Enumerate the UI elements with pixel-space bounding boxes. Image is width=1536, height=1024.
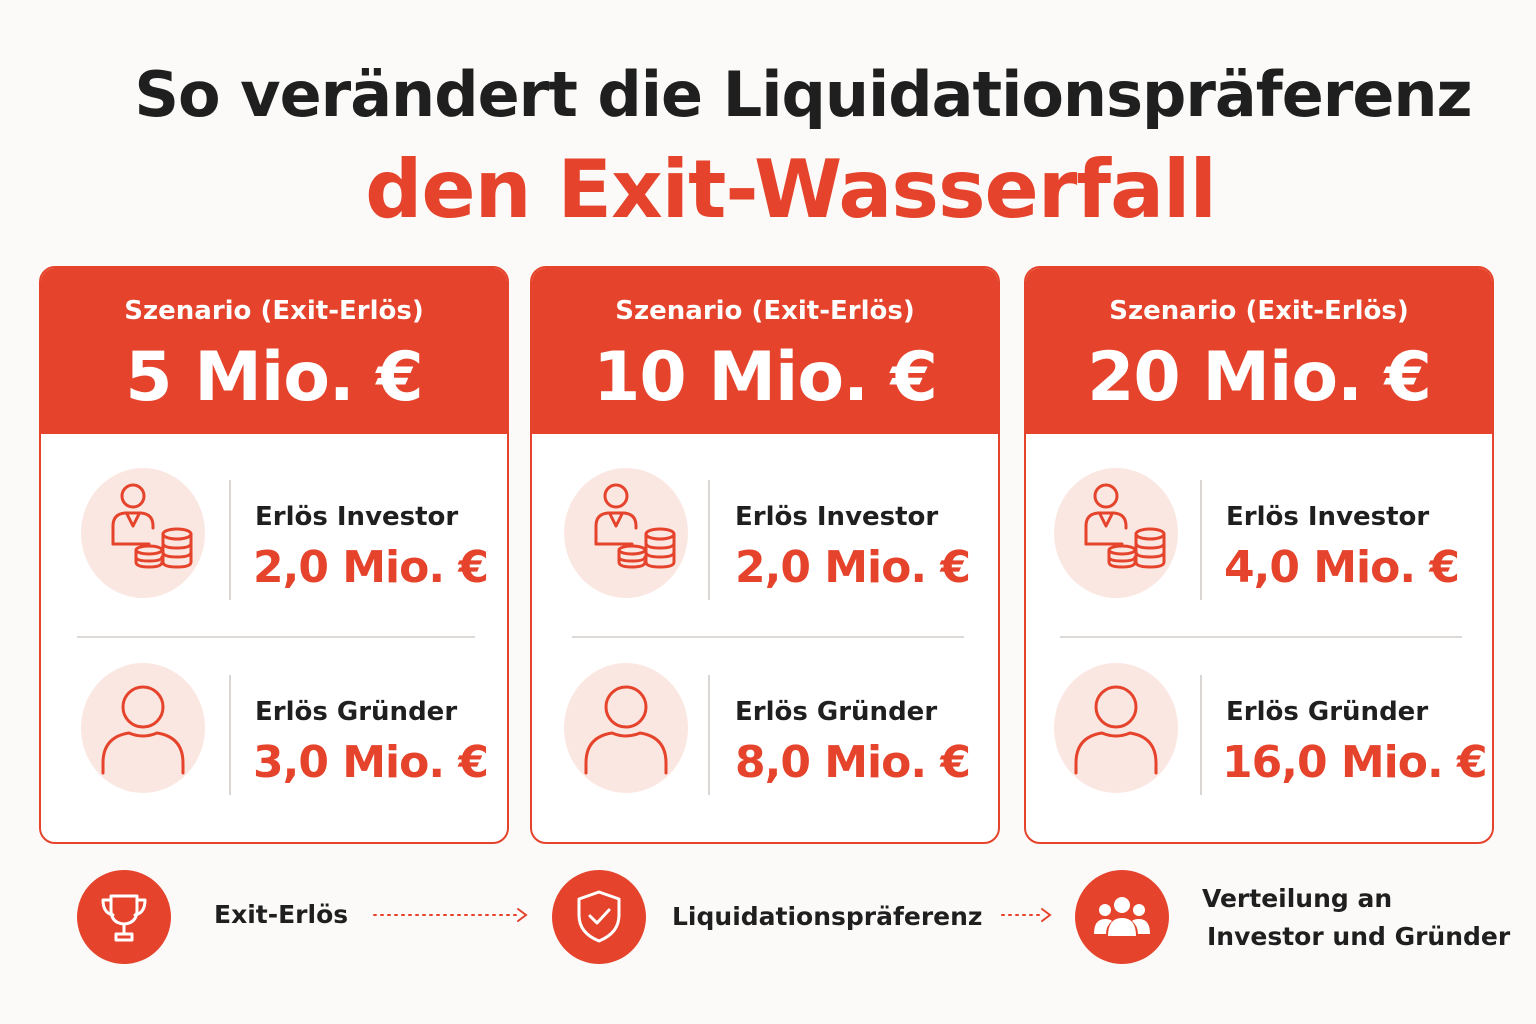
scenario-amount: 20 Mio. € <box>1026 326 1492 418</box>
separator <box>572 636 964 638</box>
founder-label: Erlös Gründer <box>255 697 457 727</box>
group-icon <box>1075 870 1169 964</box>
scenario-label: Szenario (Exit-Erlös) <box>41 268 507 326</box>
flow-label-distribution-1: Verteilung an <box>1202 884 1392 913</box>
scenario-header: Szenario (Exit-Erlös) 20 Mio. € <box>1026 268 1492 434</box>
investor-coins-icon <box>81 468 205 598</box>
page-title-line-2: den Exit-Wasserfall <box>0 150 1536 230</box>
founder-value: 16,0 Mio. € <box>1222 737 1487 788</box>
scenario-amount: 5 Mio. € <box>41 326 507 418</box>
scenario-header: Szenario (Exit-Erlös) 5 Mio. € <box>41 268 507 434</box>
person-icon <box>81 663 205 793</box>
founder-label: Erlös Gründer <box>1226 697 1428 727</box>
founder-row: Erlös Gründer 16,0 Mio. € <box>1026 653 1492 803</box>
dotted-arrow-icon <box>1000 905 1056 925</box>
scenario-label: Szenario (Exit-Erlös) <box>532 268 998 326</box>
investor-label: Erlös Investor <box>255 502 458 532</box>
divider <box>708 675 710 795</box>
scenario-card-10m: Szenario (Exit-Erlös) 10 Mio. € Erlös In… <box>530 266 1000 844</box>
investor-label: Erlös Investor <box>1226 502 1429 532</box>
trophy-icon <box>77 870 171 964</box>
investor-value: 2,0 Mio. € <box>735 542 970 593</box>
scenario-card-20m: Szenario (Exit-Erlös) 20 Mio. € Erlös In… <box>1024 266 1494 844</box>
separator <box>77 636 475 638</box>
investor-value: 4,0 Mio. € <box>1224 542 1459 593</box>
founder-label: Erlös Gründer <box>735 697 937 727</box>
investor-value: 2,0 Mio. € <box>253 542 488 593</box>
flow-label-exit: Exit-Erlös <box>214 900 348 929</box>
founder-value: 8,0 Mio. € <box>735 737 970 788</box>
founder-row: Erlös Gründer 3,0 Mio. € <box>41 653 507 803</box>
flow-label-preference: Liquidationspräferenz <box>672 902 982 931</box>
divider <box>229 675 231 795</box>
founder-value: 3,0 Mio. € <box>253 737 488 788</box>
dotted-arrow-icon <box>372 905 532 925</box>
investor-row: Erlös Investor 2,0 Mio. € <box>532 458 998 608</box>
investor-label: Erlös Investor <box>735 502 938 532</box>
divider <box>229 480 231 600</box>
flow-label-distribution-2: Investor und Gründer <box>1207 922 1510 951</box>
scenario-card-5m: Szenario (Exit-Erlös) 5 Mio. € Erlös Inv… <box>39 266 509 844</box>
divider <box>1200 480 1202 600</box>
page-title-line-1: So verändert die Liquidationspräferenz <box>0 64 1536 126</box>
divider <box>1200 675 1202 795</box>
separator <box>1060 636 1462 638</box>
shield-check-icon <box>552 870 646 964</box>
investor-row: Erlös Investor 2,0 Mio. € <box>41 458 507 608</box>
investor-row: Erlös Investor 4,0 Mio. € <box>1026 458 1492 608</box>
scenario-amount: 10 Mio. € <box>532 326 998 418</box>
divider <box>708 480 710 600</box>
person-icon <box>564 663 688 793</box>
investor-coins-icon <box>564 468 688 598</box>
scenario-label: Szenario (Exit-Erlös) <box>1026 268 1492 326</box>
person-icon <box>1054 663 1178 793</box>
scenario-header: Szenario (Exit-Erlös) 10 Mio. € <box>532 268 998 434</box>
founder-row: Erlös Gründer 8,0 Mio. € <box>532 653 998 803</box>
investor-coins-icon <box>1054 468 1178 598</box>
